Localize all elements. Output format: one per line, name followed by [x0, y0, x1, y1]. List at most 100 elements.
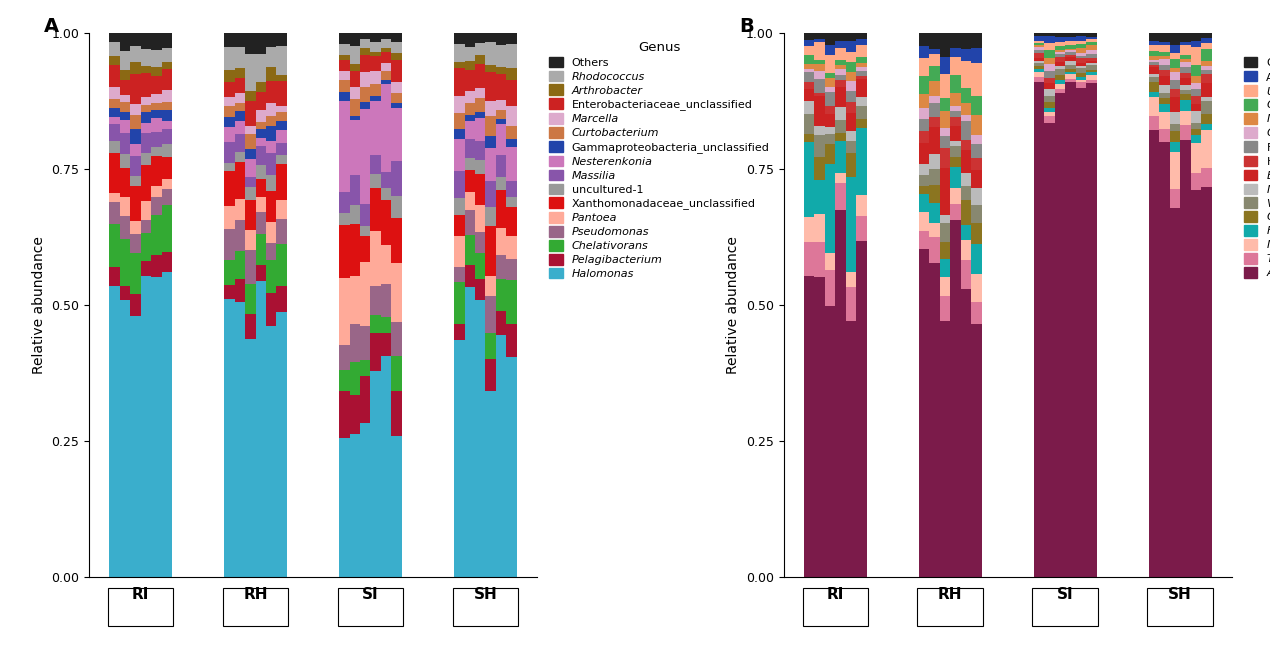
Bar — [349, 324, 359, 362]
Bar — [846, 91, 856, 101]
Bar — [109, 33, 119, 42]
Bar — [507, 68, 517, 80]
Bar — [814, 60, 826, 64]
Bar — [391, 109, 401, 160]
Bar — [141, 49, 151, 66]
Bar — [381, 284, 391, 317]
Bar — [245, 339, 255, 577]
Bar — [972, 144, 982, 158]
Bar — [495, 45, 507, 66]
Bar — [507, 106, 517, 126]
Bar — [1034, 33, 1044, 36]
Bar — [339, 71, 349, 80]
Bar — [151, 50, 161, 67]
Bar — [119, 33, 130, 51]
Bar — [277, 82, 287, 106]
Bar — [804, 72, 814, 82]
Bar — [846, 101, 856, 113]
Bar — [1086, 72, 1096, 76]
Bar — [1034, 63, 1044, 66]
Bar — [1076, 80, 1086, 82]
Bar — [1201, 50, 1212, 62]
Bar — [495, 311, 507, 335]
Bar — [371, 101, 381, 156]
Bar — [1066, 65, 1076, 69]
Bar — [972, 158, 982, 170]
Bar — [255, 82, 265, 91]
Bar — [130, 144, 141, 156]
Bar — [339, 192, 349, 213]
Bar — [381, 245, 391, 284]
Bar — [455, 324, 465, 340]
Bar — [141, 220, 151, 233]
Bar — [349, 120, 359, 174]
Bar — [349, 434, 359, 577]
Bar — [930, 48, 940, 54]
Bar — [475, 232, 485, 253]
Bar — [1160, 104, 1170, 112]
Bar — [836, 80, 846, 87]
Bar — [856, 119, 866, 127]
Bar — [359, 55, 371, 72]
Bar — [950, 93, 961, 106]
Bar — [961, 186, 972, 200]
Bar — [1191, 33, 1201, 41]
Bar — [961, 141, 972, 150]
Bar — [972, 135, 982, 144]
Bar — [485, 226, 495, 276]
Bar — [940, 259, 950, 277]
Bar — [225, 117, 235, 127]
Bar — [930, 263, 940, 577]
Bar — [1170, 52, 1180, 60]
Bar — [339, 391, 349, 438]
Bar — [972, 302, 982, 324]
Bar — [1076, 56, 1086, 58]
Bar — [349, 99, 359, 116]
Y-axis label: Relative abundance: Relative abundance — [726, 236, 740, 374]
Bar — [1034, 44, 1044, 48]
Bar — [265, 152, 277, 174]
Bar — [130, 104, 141, 115]
Bar — [1191, 173, 1201, 190]
Bar — [119, 239, 130, 286]
Bar — [277, 244, 287, 286]
Bar — [349, 276, 359, 324]
Bar — [972, 206, 982, 223]
Bar — [141, 123, 151, 133]
Bar — [930, 184, 940, 203]
Bar — [245, 134, 255, 149]
Bar — [119, 168, 130, 197]
Bar — [485, 66, 495, 72]
Bar — [495, 335, 507, 577]
Bar — [1044, 36, 1055, 43]
Bar — [1160, 52, 1170, 56]
Bar — [1149, 50, 1160, 56]
Bar — [846, 141, 856, 153]
Bar — [371, 33, 381, 42]
Bar — [225, 260, 235, 285]
Bar — [950, 188, 961, 204]
Bar — [930, 96, 940, 103]
Bar — [339, 345, 349, 371]
Bar — [339, 438, 349, 577]
Bar — [836, 182, 846, 210]
Bar — [972, 170, 982, 188]
Bar — [930, 223, 940, 237]
Bar — [359, 262, 371, 326]
Bar — [804, 55, 814, 64]
Bar — [277, 312, 287, 577]
Bar — [359, 48, 371, 55]
Bar — [1044, 89, 1055, 96]
Bar — [141, 66, 151, 74]
Bar — [277, 164, 287, 200]
Bar — [119, 133, 130, 154]
Text: A: A — [44, 17, 60, 36]
FancyBboxPatch shape — [338, 587, 404, 626]
Bar — [265, 260, 277, 293]
Bar — [141, 261, 151, 276]
Bar — [1160, 44, 1170, 52]
Bar — [1149, 67, 1160, 74]
Bar — [940, 136, 950, 149]
Bar — [245, 54, 255, 91]
Bar — [1044, 71, 1055, 78]
